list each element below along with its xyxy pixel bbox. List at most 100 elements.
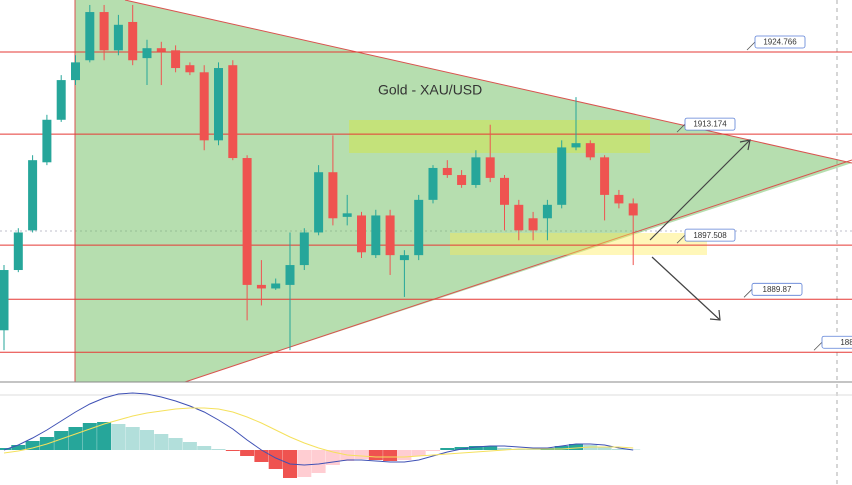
level-label-box: [754, 35, 806, 49]
candle-body: [0, 270, 9, 331]
macd-histogram-bar: [197, 446, 212, 450]
candle-body: [571, 143, 581, 148]
candle-body: [285, 265, 295, 285]
level-label: 188: [840, 338, 852, 347]
triangle-edge: [124, 0, 852, 164]
candle-body: [271, 283, 281, 289]
macd-histogram-bar: [54, 431, 69, 450]
macd-histogram-bar: [225, 450, 240, 451]
candle-body: [171, 50, 181, 69]
candle-body: [371, 215, 381, 256]
candle-body: [142, 48, 152, 59]
arrow-head: [709, 309, 721, 321]
macd-histogram-bar: [97, 422, 112, 450]
arrow-head: [739, 139, 751, 151]
chart-title: Gold - XAU/USD: [378, 82, 482, 98]
arrow-up: [649, 139, 751, 241]
candle-body: [13, 232, 23, 271]
candle-body: [414, 199, 424, 256]
level-label-box: [751, 282, 803, 296]
triangle-pattern: [75, 0, 852, 382]
candle-body: [99, 12, 109, 51]
macd-histogram-bar: [182, 442, 197, 450]
candle-body: [256, 284, 266, 289]
candle-body: [199, 72, 209, 141]
macd-histogram-bar: [383, 450, 398, 461]
arrow-down: [651, 256, 721, 321]
candle-body: [314, 172, 324, 233]
triangle-edge: [184, 159, 852, 383]
candles: [0, 4, 638, 351]
macd-histogram-bar: [68, 427, 83, 450]
label-leader: [746, 41, 756, 51]
candle-body: [185, 65, 195, 73]
level-label-box: [684, 117, 736, 131]
macd-histogram-bar: [254, 450, 269, 462]
macd-histogram-bar: [154, 434, 169, 450]
macd-histogram-bar: [497, 448, 512, 450]
level-label-box: [684, 228, 736, 242]
candle-body: [542, 204, 552, 219]
label-leader: [676, 123, 686, 133]
candle-body: [71, 62, 80, 81]
macd-histogram-bar: [526, 449, 541, 450]
candle-body: [457, 175, 467, 185]
macd-histogram-bar: [468, 446, 483, 450]
macd-histogram-bar: [297, 450, 312, 477]
level-label: 1889.87: [763, 285, 792, 294]
support-zone: [450, 233, 707, 255]
macd-histogram-bar: [569, 444, 583, 450]
candle-body: [514, 204, 524, 231]
label-leader: [813, 341, 823, 351]
candle-body: [328, 172, 338, 219]
candle-body: [471, 157, 481, 185]
candle-body: [156, 48, 166, 52]
level-label: 1913.174: [693, 120, 727, 129]
macd-histogram-bar: [11, 445, 26, 450]
candle-body: [628, 203, 638, 216]
candle-body: [485, 157, 495, 178]
macd-histogram-bar: [354, 450, 369, 459]
signal-line: [3, 407, 634, 458]
level-label: 1897.508: [693, 231, 727, 240]
candle-body: [214, 68, 223, 141]
resistance-zone: [349, 120, 650, 153]
macd-histogram-bar: [611, 449, 626, 450]
candle-body: [28, 160, 38, 231]
candle-body: [385, 215, 395, 256]
candle-body: [56, 80, 66, 120]
candle-body: [399, 255, 409, 261]
macd-histogram-bar: [211, 449, 226, 450]
macd-histogram-bar: [411, 450, 426, 456]
candle-body: [500, 177, 509, 205]
candle-body: [442, 167, 452, 176]
levels: 1924.766 1913.174 1897.508 1889.87 188: [0, 35, 852, 353]
macd-histogram-bar: [25, 441, 40, 450]
candle-body: [600, 157, 610, 195]
candle-body: [357, 215, 366, 253]
candle-body: [585, 143, 595, 158]
macd-histogram-bar: [111, 424, 126, 450]
candle-body: [528, 218, 538, 231]
candle-body: [228, 65, 238, 159]
candle-body: [342, 213, 352, 217]
candle-body: [42, 119, 52, 163]
candle-body: [113, 24, 123, 51]
macd-histogram-bar: [240, 450, 255, 456]
candle-body: [128, 21, 138, 61]
candle-body: [299, 232, 309, 266]
label-leader: [743, 289, 753, 298]
candle-body: [242, 158, 252, 285]
macd-histogram-bar: [368, 450, 383, 460]
level-label: 1924.766: [763, 38, 797, 47]
macd-panel: [0, 392, 641, 478]
macd-histogram-bar: [397, 450, 412, 460]
candle-body: [428, 167, 438, 200]
macd-histogram-bar: [268, 450, 283, 469]
macd-histogram-bar: [311, 450, 326, 473]
macd-line: [3, 392, 634, 466]
macd-histogram-bar: [597, 447, 612, 450]
candle-body: [614, 194, 624, 204]
macd-histogram-bar: [483, 446, 498, 450]
